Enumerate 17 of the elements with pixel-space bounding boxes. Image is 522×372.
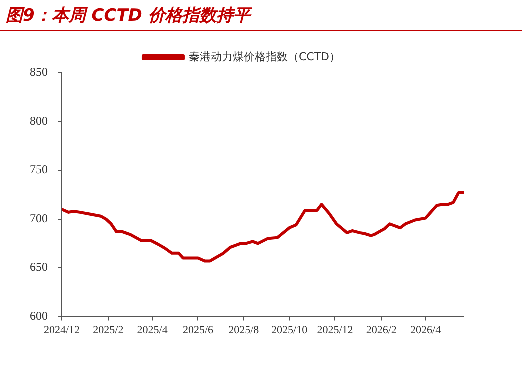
y-tick-label: 650 [30,260,48,274]
x-tick-label: 2025/2 [93,324,124,336]
x-tick-label: 2025/8 [228,324,260,336]
legend-label: 秦港动力煤价格指数（CCTD） [188,50,341,64]
chart-title: 图9：本周 CCTD 价格指数持平 [6,5,250,27]
x-tick-label: 2025/10 [272,324,308,336]
y-tick-label: 600 [30,308,48,323]
x-tick-label: 2025/12 [317,324,354,336]
y-tick-label: 750 [30,162,48,177]
x-tick-label: 2025/4 [137,324,168,336]
y-tick-label: 850 [30,65,48,80]
y-tick-label: 700 [30,211,48,226]
x-tick-label: 2026/4 [410,324,442,336]
x-tick-label: 2025/6 [182,324,214,336]
y-tick-label: 800 [30,114,48,128]
x-tick-label: 2024/12 [44,324,80,336]
x-tick-label: 2026/2 [366,324,397,336]
